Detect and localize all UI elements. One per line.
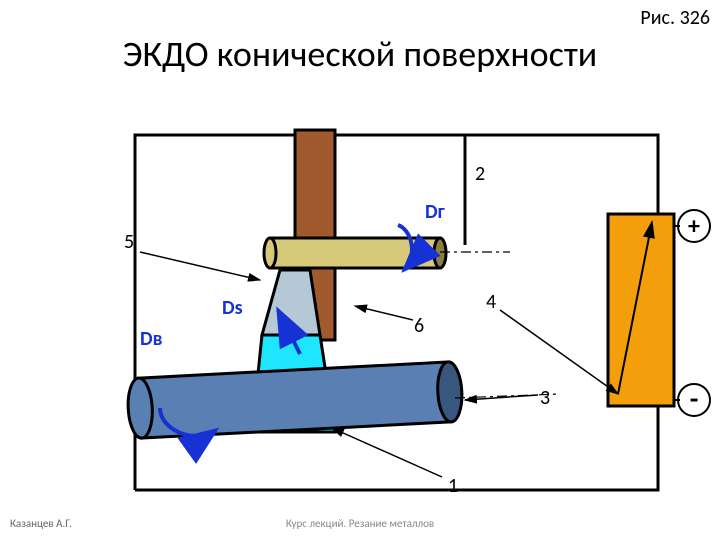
label-1: 1	[448, 474, 458, 498]
label-dv: Dв	[140, 327, 163, 351]
rotating-cylinder	[264, 238, 446, 268]
footer-course: Курс лекций. Резание металлов	[0, 517, 720, 530]
power-source-rect	[608, 214, 674, 406]
minus-terminal: -	[674, 381, 710, 416]
label-2: 2	[475, 162, 485, 186]
label-4: 4	[486, 290, 496, 314]
leader-1	[332, 428, 442, 477]
svg-text:-: -	[690, 381, 699, 416]
label-6: 6	[414, 314, 424, 338]
workpiece-cylinder	[127, 361, 464, 438]
leader-6	[355, 306, 413, 320]
circuit-wire-top	[135, 135, 658, 490]
label-dg: Dг	[425, 200, 445, 224]
label-ds: Ds	[222, 296, 243, 320]
leader-5	[140, 252, 260, 280]
leader-4	[500, 310, 618, 394]
svg-text:+: +	[688, 212, 700, 241]
label-5: 5	[124, 230, 134, 254]
diagram: + - 2 5 4 6 3 1 Dг Ds Dв	[0, 0, 720, 540]
label-3: 3	[540, 386, 550, 410]
plus-terminal: +	[674, 210, 710, 242]
cone-upper	[262, 270, 320, 335]
